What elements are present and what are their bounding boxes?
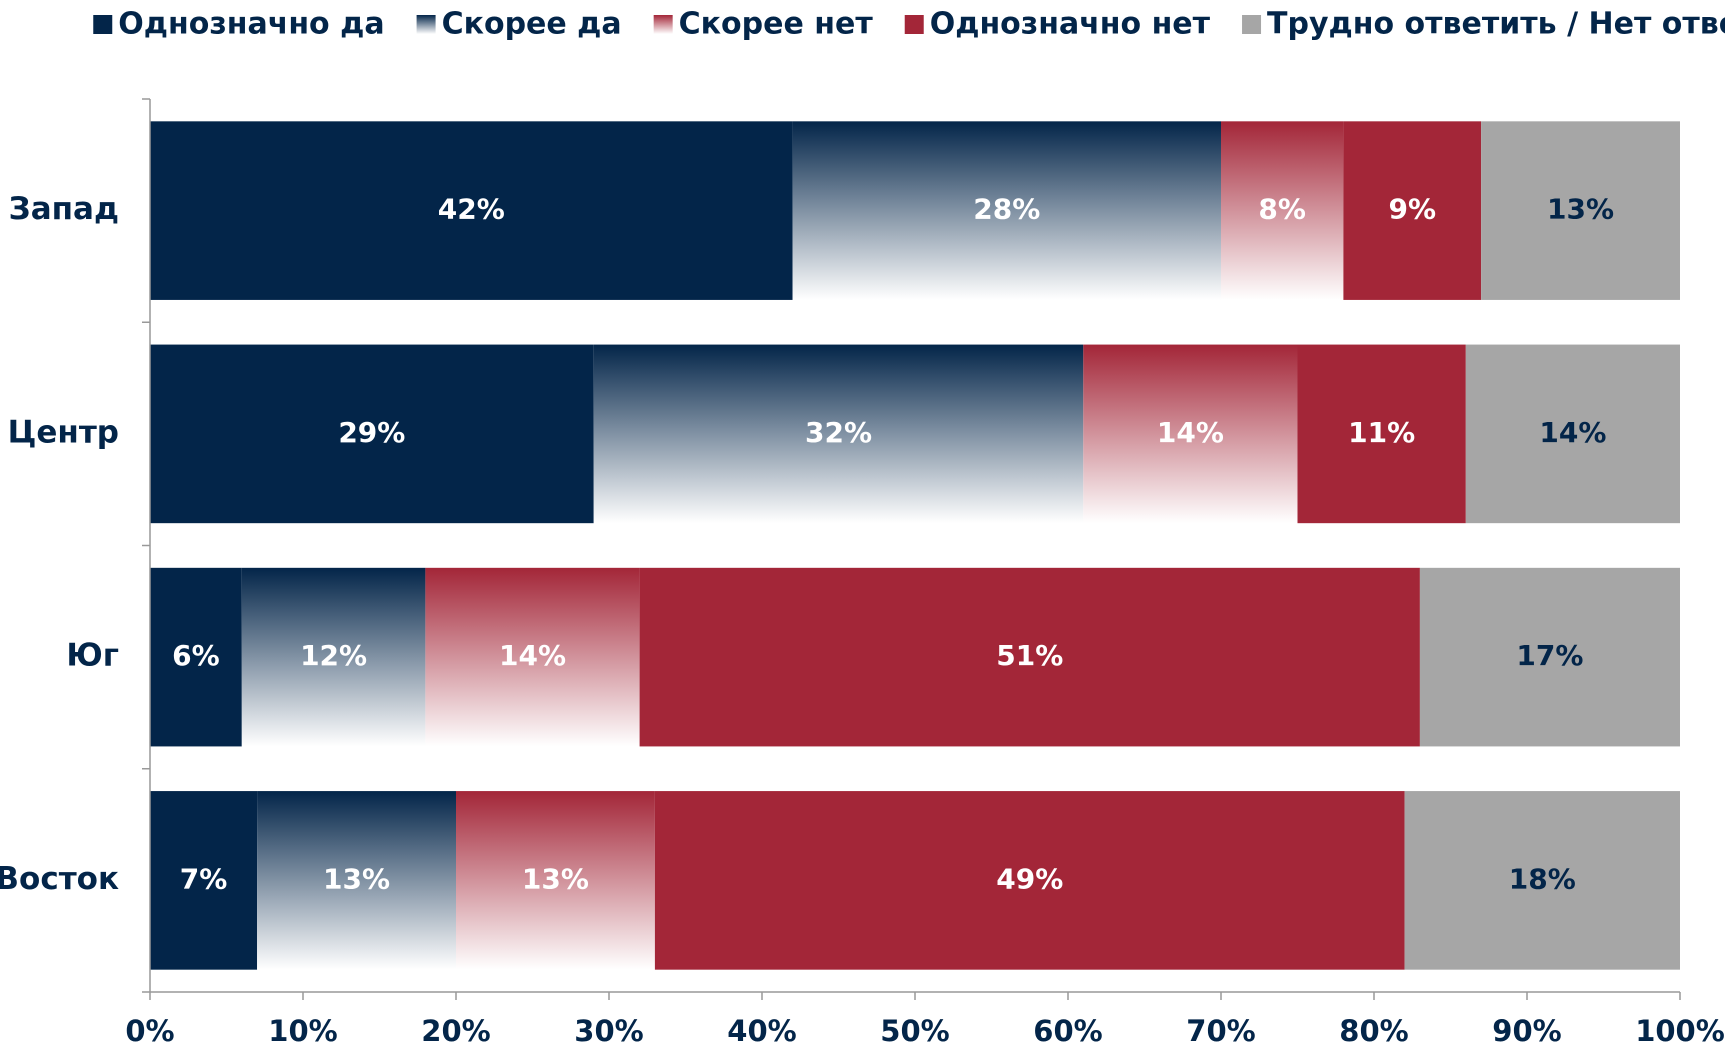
bar-segment — [593, 344, 1084, 524]
data-label: 28% — [973, 193, 1040, 226]
data-label: 14% — [499, 639, 566, 672]
data-label: 51% — [996, 639, 1063, 672]
legend-swatch — [904, 15, 924, 34]
data-label: 7% — [180, 862, 228, 895]
bar-segment — [241, 567, 426, 747]
bar-segment — [1465, 344, 1680, 524]
bar-segment — [1297, 344, 1466, 524]
bar-segment — [1083, 344, 1298, 524]
data-label: 11% — [1348, 416, 1415, 449]
data-label: 13% — [323, 862, 390, 895]
legend: Однозначно да Скорее да Скорее нет Однознач… — [93, 7, 1725, 42]
x-tick-label: 70% — [1186, 1014, 1255, 1047]
bar-segment — [150, 121, 793, 300]
x-tick-label: 50% — [880, 1014, 949, 1047]
bar-segment — [257, 791, 456, 970]
data-label: 18% — [1509, 862, 1576, 895]
y-tick-label: Запад — [9, 191, 119, 227]
legend-label: Трудно ответить / Нет ответа — [1267, 7, 1725, 42]
bar-segment — [1343, 121, 1482, 300]
bar-segment — [150, 567, 242, 747]
x-tick-label: 20% — [421, 1014, 490, 1047]
y-tick-label: Центр — [8, 414, 119, 450]
legend-label: Однозначно нет — [930, 7, 1211, 42]
bar-segment — [639, 567, 1420, 747]
bar-segment — [456, 791, 655, 970]
y-tick-label: Юг — [66, 638, 119, 674]
data-label: 9% — [1388, 193, 1436, 226]
y-tick-label: Восток — [0, 861, 119, 897]
data-label: 42% — [438, 193, 505, 226]
legend-label: Скорее да — [442, 7, 622, 42]
data-label: 29% — [338, 416, 405, 449]
legend-swatch — [1242, 15, 1262, 34]
bar-segment — [792, 121, 1221, 300]
x-tick-label: 40% — [727, 1014, 796, 1047]
x-tick-label: 100% — [1635, 1014, 1725, 1047]
bar-segment — [1404, 791, 1680, 970]
data-label: 12% — [300, 639, 367, 672]
x-tick-label: 10% — [268, 1014, 337, 1047]
data-label: 49% — [996, 862, 1063, 895]
data-label: 14% — [1157, 416, 1224, 449]
legend-swatch — [93, 15, 113, 34]
data-label: 6% — [172, 639, 220, 672]
data-label: 17% — [1516, 639, 1583, 672]
x-tick-label: 90% — [1492, 1014, 1561, 1047]
bar-segment — [654, 791, 1405, 970]
bar-segment — [1481, 121, 1680, 300]
legend-label: Скорее нет — [679, 7, 874, 42]
bar-segment — [1221, 121, 1344, 300]
x-tick-label: 30% — [574, 1014, 643, 1047]
bar-segment — [1419, 567, 1680, 747]
legend-swatch — [653, 15, 673, 34]
data-label: 14% — [1539, 416, 1606, 449]
x-tick-label: 0% — [125, 1014, 174, 1047]
data-label: 13% — [1547, 193, 1614, 226]
data-label: 8% — [1258, 193, 1306, 226]
bar-segment — [425, 567, 640, 747]
legend-swatch — [416, 15, 436, 34]
data-label: 32% — [805, 416, 872, 449]
bar-segment — [150, 344, 594, 524]
bar-segment — [150, 791, 258, 970]
legend-label: Однозначно да — [118, 7, 384, 42]
data-label: 13% — [522, 862, 589, 895]
x-tick-label: 60% — [1033, 1014, 1102, 1047]
x-tick-label: 80% — [1339, 1014, 1408, 1047]
